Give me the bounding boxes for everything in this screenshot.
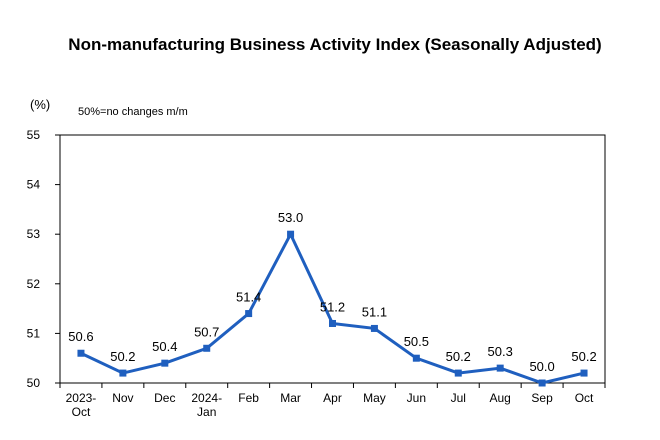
data-label: 50.6 [68, 329, 93, 344]
x-tick-label: Aug [490, 391, 511, 405]
data-point [203, 344, 211, 352]
x-tick-label: Feb [238, 391, 259, 405]
data-label: 51.4 [236, 290, 261, 305]
x-tick-label: Sep [531, 391, 553, 405]
plot-area-frame [59, 134, 606, 384]
data-label: 50.2 [571, 349, 596, 364]
y-tick-label: 50 [27, 376, 41, 390]
data-label: 50.3 [488, 344, 513, 359]
data-point [77, 349, 85, 357]
data-point [370, 324, 378, 332]
x-tick-label: 2024-Jan [191, 391, 222, 419]
x-tick-label: Jun [407, 391, 426, 405]
x-tick-label: 2023-Oct [66, 391, 97, 419]
data-label: 51.1 [362, 304, 387, 319]
data-point [538, 379, 546, 387]
x-tick-label: Nov [112, 391, 133, 405]
data-label: 50.2 [110, 349, 135, 364]
data-label: 50.5 [404, 334, 429, 349]
data-point [454, 369, 462, 377]
x-tick-label: May [363, 391, 386, 405]
y-tick-label: 51 [27, 326, 41, 340]
data-label: 50.0 [529, 359, 554, 374]
chart-title: Non-manufacturing Business Activity Inde… [68, 35, 602, 54]
y-axis-unit-label: (%) [30, 97, 51, 112]
data-point [496, 364, 504, 372]
data-point [412, 354, 420, 362]
data-label: 50.4 [152, 339, 177, 354]
x-tick-label: Oct [575, 391, 594, 405]
data-label: 50.2 [446, 349, 471, 364]
data-label: 53.0 [278, 210, 303, 225]
y-tick-label: 54 [27, 178, 41, 192]
data-point [161, 359, 169, 367]
x-tick-label: Dec [154, 391, 175, 405]
data-label: 51.2 [320, 299, 345, 314]
data-point [580, 369, 588, 377]
data-point [287, 230, 295, 238]
y-tick-label: 53 [27, 227, 41, 241]
x-tick-label: Mar [280, 391, 301, 405]
y-tick-label: 55 [27, 128, 41, 142]
x-tick-label: Apr [323, 391, 342, 405]
data-point [119, 369, 127, 377]
chart-annotation: 50%=no changes m/m [78, 106, 188, 118]
data-label: 50.7 [194, 324, 219, 339]
data-point [245, 310, 253, 318]
data-point [329, 319, 336, 327]
y-tick-label: 52 [27, 277, 41, 291]
x-tick-label: Jul [451, 391, 466, 405]
